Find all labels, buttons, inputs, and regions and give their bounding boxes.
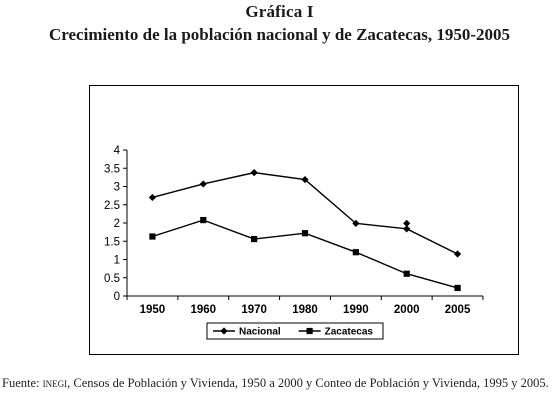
- chart-border: [89, 85, 519, 355]
- data-point-zacatecas: [149, 233, 156, 240]
- y-tick-label: 2.5: [104, 200, 120, 212]
- legend-label-nacional: Nacional: [239, 327, 281, 338]
- y-tick-label: 0: [114, 291, 120, 303]
- data-point-nacional: [301, 175, 309, 184]
- data-point-zacatecas: [251, 235, 258, 243]
- data-point-nacional: [352, 219, 360, 227]
- figure-label: Gráfica I: [245, 2, 314, 21]
- source-org: inegi: [42, 376, 68, 390]
- data-point-zacatecas: [200, 216, 207, 224]
- x-tick-label: 1970: [241, 304, 267, 316]
- legend-marker-zacatecas: [306, 327, 313, 335]
- figure-header: Gráfica I Crecimiento de la población na…: [0, 2, 559, 46]
- legend-label-zacatecas: Zacatecas: [325, 327, 374, 338]
- source-note: Fuente: inegi, Censos de Población y Viv…: [2, 375, 558, 391]
- legend-box: [206, 322, 384, 340]
- y-tick-label: 4: [114, 145, 121, 157]
- source-prefix: Fuente:: [2, 376, 43, 390]
- data-point-nacional: [148, 193, 157, 202]
- data-point-zacatecas: [403, 270, 410, 277]
- y-tick-label: 1: [114, 255, 120, 267]
- source-rest: , Censos de Población y Vivienda, 1950 a…: [67, 376, 549, 390]
- figure-title: Crecimiento de la población nacional y d…: [48, 25, 511, 44]
- chart-frame: 0 0.5 1 1.5 2 2.5 3 3.5 4 1950 1960 1970 1980 1990 200…: [89, 85, 519, 355]
- legend-marker-nacional: [220, 327, 228, 335]
- y-tick-label: 3.5: [104, 163, 120, 175]
- data-point-nacional: [199, 180, 207, 188]
- y-tick-label: 2: [114, 218, 120, 230]
- data-point-zacatecas: [454, 284, 461, 292]
- data-point-nacional: [403, 219, 411, 227]
- y-tick-label: 0.5: [104, 273, 120, 285]
- data-point-nacional: [403, 225, 411, 233]
- x-tick-label: 1950: [140, 304, 166, 316]
- data-point-zacatecas: [301, 230, 309, 237]
- x-tick-label: 1980: [292, 304, 318, 316]
- x-tick-label: 1990: [343, 304, 369, 316]
- y-tick-label: 1.5: [104, 236, 120, 248]
- data-point-zacatecas: [352, 249, 359, 256]
- data-point-nacional: [453, 250, 462, 258]
- data-point-nacional: [250, 169, 258, 177]
- x-tick-label: 1960: [190, 304, 216, 316]
- line-chart: 0 0.5 1 1.5 2 2.5 3 3.5 4 1950 1960 1970 1980 1990 200…: [89, 85, 519, 355]
- y-tick-label: 3: [114, 182, 120, 194]
- x-tick-label: 2005: [445, 304, 471, 316]
- x-tick-label: 2000: [394, 304, 420, 316]
